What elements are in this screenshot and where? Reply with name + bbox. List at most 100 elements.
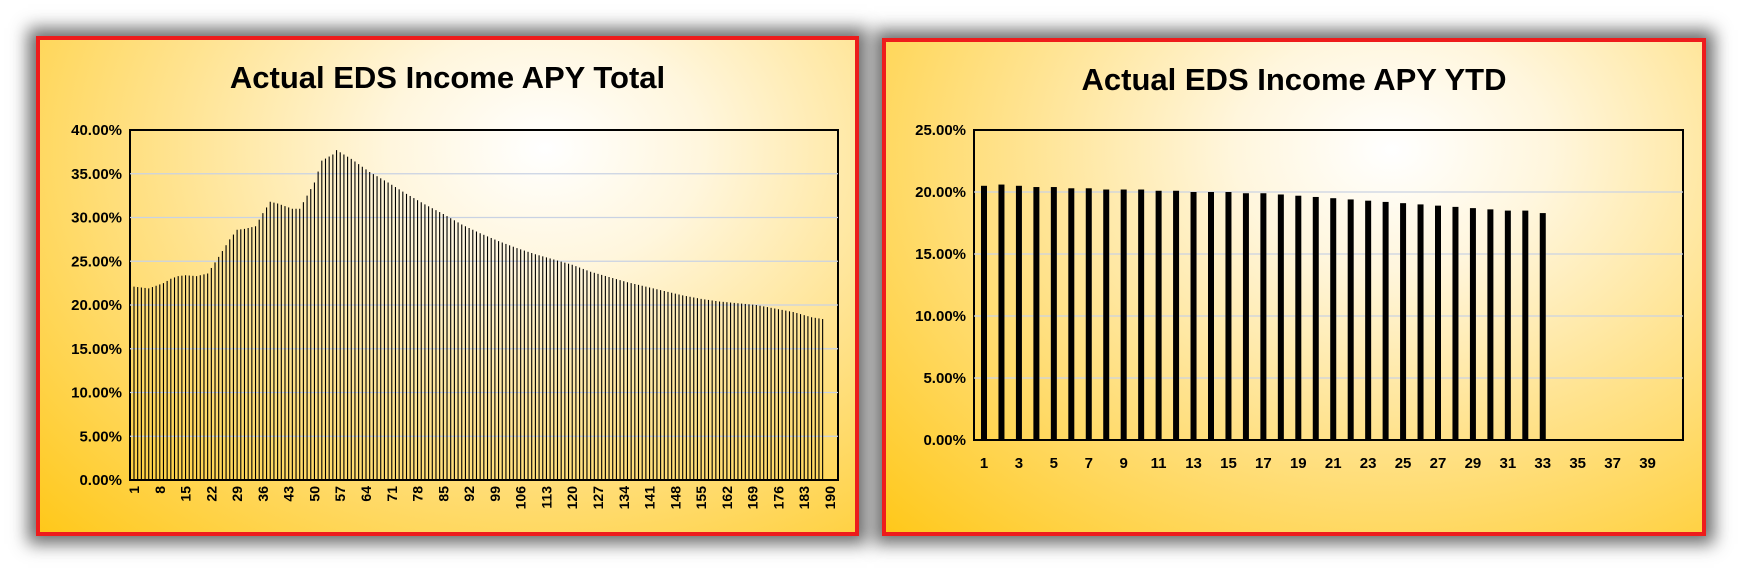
- x-axis-ytd: 1 3 5 7 9 11 13 15 17 19 21 23 25 27 29 31 33 35 37 39: [980, 455, 1656, 472]
- bar: [258, 219, 260, 480]
- bar: [240, 229, 242, 480]
- y-tick-label: 20.00%: [71, 297, 122, 314]
- bar: [439, 212, 441, 480]
- bar: [413, 198, 415, 480]
- x-tick-label: 7: [1085, 455, 1093, 472]
- bar: [472, 229, 474, 480]
- bar: [417, 200, 419, 481]
- bar: [663, 291, 665, 480]
- bar: [207, 273, 209, 480]
- bar: [483, 234, 485, 480]
- bar: [383, 180, 385, 480]
- bar: [295, 208, 297, 480]
- bar: [173, 277, 176, 480]
- x-tick-label: 13: [1185, 455, 1202, 472]
- bar: [685, 296, 687, 480]
- bar: [196, 276, 198, 480]
- bar: [229, 239, 231, 480]
- bar: [479, 233, 481, 480]
- bar: [210, 267, 212, 480]
- bar: [361, 166, 363, 480]
- bar: [177, 276, 179, 480]
- x-tick-label: 15: [178, 486, 194, 502]
- x-tick-label: 9: [1120, 455, 1128, 472]
- bar: [328, 156, 330, 480]
- x-tick-label: 15: [1220, 455, 1237, 472]
- bar: [475, 231, 478, 480]
- y-tick-label: 5.00%: [79, 428, 122, 445]
- bar: [365, 169, 367, 480]
- bar: [1068, 188, 1075, 440]
- bar: [446, 216, 448, 480]
- bar: [442, 214, 444, 480]
- x-tick-label: 17: [1255, 455, 1272, 472]
- bar: [542, 256, 544, 480]
- bar: [707, 299, 710, 480]
- bar: [612, 278, 614, 480]
- bar: [660, 290, 662, 480]
- bar: [538, 255, 540, 480]
- bar: [1312, 196, 1319, 440]
- bar: [405, 193, 408, 480]
- bar: [1120, 189, 1127, 440]
- bar: [682, 295, 684, 480]
- bar: [704, 299, 706, 480]
- bar: [722, 301, 724, 480]
- bar: [560, 261, 562, 480]
- bar: [711, 300, 713, 480]
- bar: [291, 208, 293, 480]
- bar: [674, 293, 676, 480]
- x-tick-label: 36: [255, 486, 271, 502]
- bar: [689, 296, 691, 480]
- bar: [781, 309, 783, 480]
- bar: [671, 292, 673, 480]
- x-tick-label: 19: [1290, 455, 1307, 472]
- y-tick-label: 0.00%: [79, 472, 122, 489]
- bar: [218, 256, 220, 480]
- bar: [1277, 194, 1284, 440]
- bar: [604, 275, 606, 480]
- bar: [387, 182, 389, 480]
- bar: [693, 297, 695, 480]
- bar: [166, 280, 168, 480]
- bar: [1295, 195, 1302, 440]
- bar: [144, 287, 146, 480]
- x-tick-label: 39: [1639, 455, 1656, 472]
- bar: [741, 303, 743, 480]
- x-tick-label: 155: [693, 486, 709, 510]
- bar: [619, 280, 621, 480]
- bar: [645, 286, 647, 480]
- bar: [1260, 193, 1267, 440]
- bar: [553, 259, 555, 480]
- chart-title-total: Actual EDS Income APY Total: [229, 60, 666, 95]
- bar: [159, 284, 161, 480]
- bar: [317, 171, 319, 480]
- bar: [586, 270, 588, 480]
- y-tick-label: 0.00%: [923, 432, 966, 449]
- bar: [556, 260, 559, 480]
- x-tick-label: 113: [538, 486, 554, 509]
- bar: [181, 275, 183, 480]
- bars-total: [133, 150, 824, 481]
- x-axis-total: 1 8 15 22 29 36 43 50 57 64 71 78 85 92 99 106 113 120 127…: [126, 486, 838, 510]
- bar: [796, 313, 798, 480]
- bar: [280, 204, 282, 480]
- bar: [807, 316, 809, 480]
- chart-panel-total: 0.00% 5.00% 10.00% 15.00% 20.00% 25.00% 30.00%…: [36, 36, 859, 536]
- x-tick-label: 35: [1569, 455, 1586, 472]
- bar: [1033, 187, 1040, 440]
- x-tick-label: 190: [822, 486, 838, 510]
- bar: [1417, 204, 1424, 440]
- bar: [236, 229, 238, 480]
- bar: [372, 174, 374, 480]
- x-tick-label: 141: [642, 486, 658, 510]
- x-tick-label: 183: [796, 486, 812, 510]
- bar: [247, 228, 249, 480]
- bar: [394, 187, 397, 481]
- bar: [752, 304, 754, 480]
- bar: [818, 318, 820, 480]
- bar: [590, 271, 592, 480]
- bar: [391, 184, 393, 480]
- bar: [273, 202, 275, 480]
